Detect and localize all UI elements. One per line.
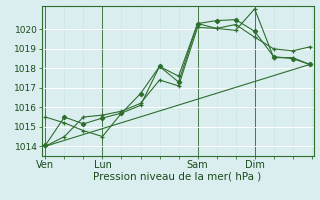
X-axis label: Pression niveau de la mer( hPa ): Pression niveau de la mer( hPa ) bbox=[93, 172, 262, 182]
